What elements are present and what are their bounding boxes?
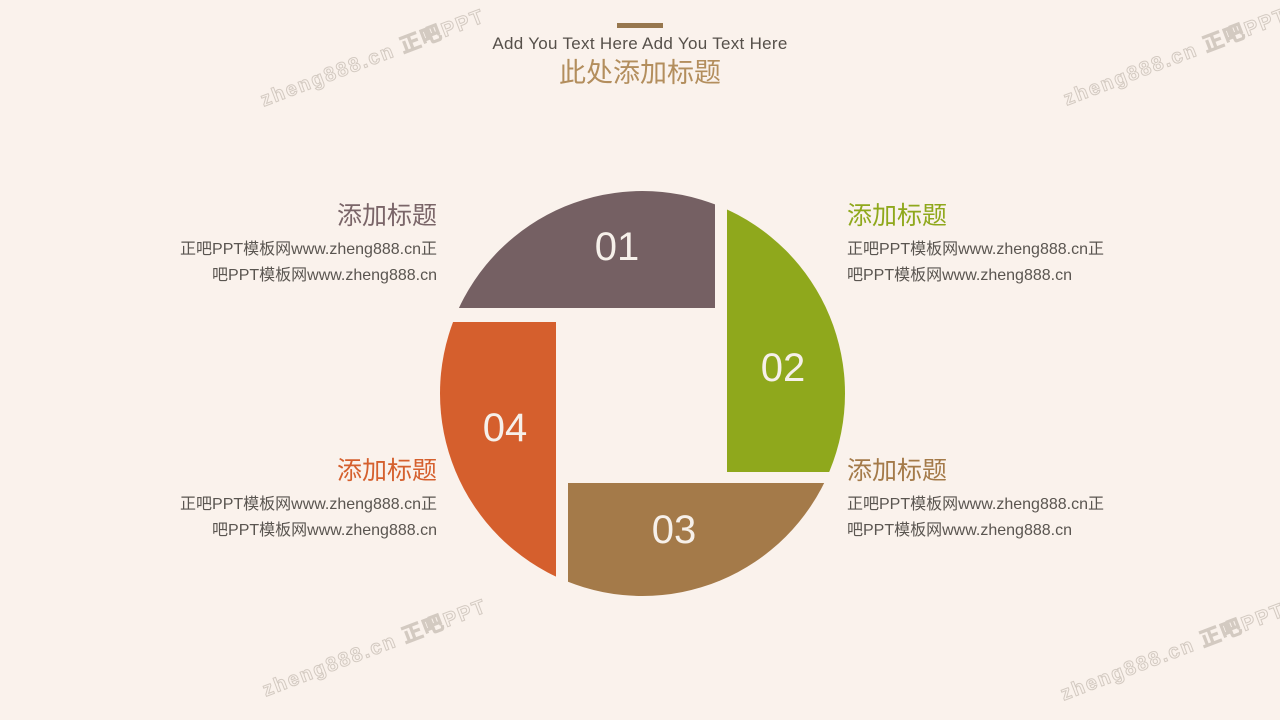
item-body-line: 正吧PPT模板网www.zheng888.cn正 [847, 496, 1104, 513]
slide-title: 此处添加标题 [559, 58, 721, 88]
watermark-bottom-right: zheng888.cn 正吧PPT [1057, 599, 1280, 706]
item-body-line: 吧PPT模板网www.zheng888.cn [847, 267, 1072, 284]
item-title: 添加标题 [336, 202, 437, 230]
item-top-left: 添加标题 正吧PPT模板网www.zheng888.cn正 吧PPT模板网www… [147, 201, 437, 289]
item-body-line: 吧PPT模板网www.zheng888.cn [212, 267, 437, 284]
watermark-bottom-left: zheng888.cn 正吧PPT [259, 595, 491, 702]
item-title: 添加标题 [847, 202, 948, 230]
segment-04-shape [440, 322, 556, 577]
item-top-right: 添加标题 正吧PPT模板网www.zheng888.cn正 吧PPT模板网www… [847, 201, 1137, 289]
item-body: 正吧PPT模板网www.zheng888.cn正 吧PPT模板网www.zhen… [147, 492, 437, 544]
segment-01-shape [458, 191, 715, 308]
item-bottom-right: 添加标题 正吧PPT模板网www.zheng888.cn正 吧PPT模板网www… [847, 456, 1137, 544]
item-body-line: 正吧PPT模板网www.zheng888.cn正 [847, 241, 1104, 258]
item-body: 正吧PPT模板网www.zheng888.cn正 吧PPT模板网www.zhen… [147, 237, 437, 289]
item-title: 添加标题 [847, 457, 948, 485]
item-body: 正吧PPT模板网www.zheng888.cn正 吧PPT模板网www.zhen… [847, 237, 1137, 289]
segment-04-label: 04 [482, 406, 528, 450]
item-body-line: 正吧PPT模板网www.zheng888.cn正 [180, 241, 437, 258]
title-accent-line [617, 23, 663, 28]
item-body-line: 吧PPT模板网www.zheng888.cn [847, 522, 1072, 539]
item-title: 添加标题 [336, 457, 437, 485]
item-body-line: 正吧PPT模板网www.zheng888.cn正 [180, 496, 437, 513]
item-body-line: 吧PPT模板网www.zheng888.cn [212, 522, 437, 539]
item-bottom-left: 添加标题 正吧PPT模板网www.zheng888.cn正 吧PPT模板网www… [147, 456, 437, 544]
slide-subtitle: Add You Text Here Add You Text Here [492, 34, 788, 53]
segment-02-shape [727, 209, 845, 472]
item-body: 正吧PPT模板网www.zheng888.cn正 吧PPT模板网www.zhen… [847, 492, 1137, 544]
segment-03-label: 03 [651, 508, 697, 552]
segment-03-shape [568, 483, 825, 596]
segment-02-label: 02 [760, 346, 806, 390]
segment-01-label: 01 [594, 225, 640, 269]
